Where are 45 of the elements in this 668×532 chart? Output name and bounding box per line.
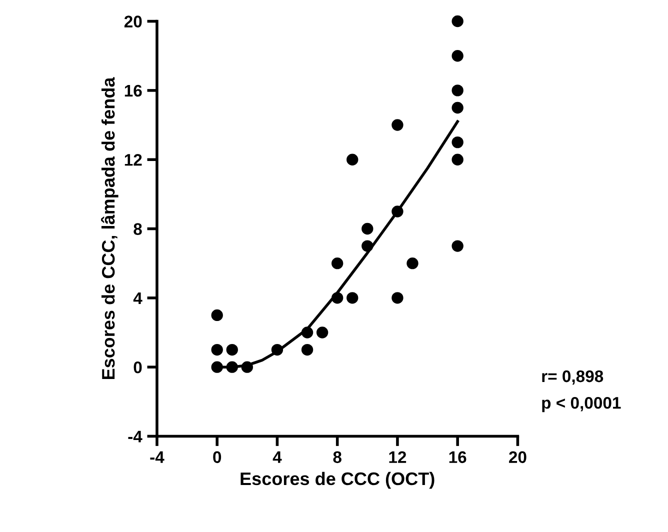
point: [346, 292, 358, 304]
text: p < 0,0001: [542, 396, 621, 412]
point: [452, 154, 464, 166]
point: [362, 222, 374, 235]
y-tick-label: 0: [134, 361, 142, 374]
x-tick-label: 20: [509, 451, 526, 464]
point: [301, 326, 314, 338]
y-axis-title: Escores de CCC, lâmpada de fenda: [101, 77, 118, 380]
text: r= 0,898: [542, 370, 604, 385]
point: [406, 257, 418, 270]
point: [452, 50, 464, 62]
y-tick-label: -4: [128, 430, 142, 442]
point: [211, 309, 223, 322]
point: [362, 240, 374, 252]
point: [452, 84, 464, 96]
point: [211, 361, 223, 373]
y-tick-label: 4: [133, 292, 142, 304]
x-tick-label: -4: [150, 451, 164, 463]
x-axis-title: Escores de CCC (OCT): [240, 472, 434, 489]
point: [301, 344, 314, 356]
point: [452, 102, 464, 114]
point: [211, 344, 223, 356]
point: [392, 119, 404, 131]
x-tick-label: 8: [333, 451, 342, 464]
x-tick-label: 16: [449, 451, 466, 464]
point: [392, 206, 404, 218]
y-tick-label: 12: [124, 154, 142, 166]
y-tick-label: 8: [134, 223, 142, 235]
x-tick-label: 0: [213, 451, 222, 464]
point: [331, 292, 344, 304]
point: [346, 154, 358, 166]
point: [241, 361, 254, 373]
y-tick-label: 16: [124, 84, 142, 97]
y-tick-label: 20: [124, 16, 142, 28]
point: [316, 326, 328, 338]
point: [452, 136, 464, 148]
x-tick-label: 12: [389, 451, 406, 463]
point: [226, 361, 238, 373]
point: [271, 344, 284, 356]
point: [452, 240, 464, 252]
point: [392, 292, 404, 304]
point: [226, 344, 238, 356]
point: [452, 15, 464, 28]
x-tick-label: 4: [272, 451, 282, 463]
point: [331, 257, 344, 270]
